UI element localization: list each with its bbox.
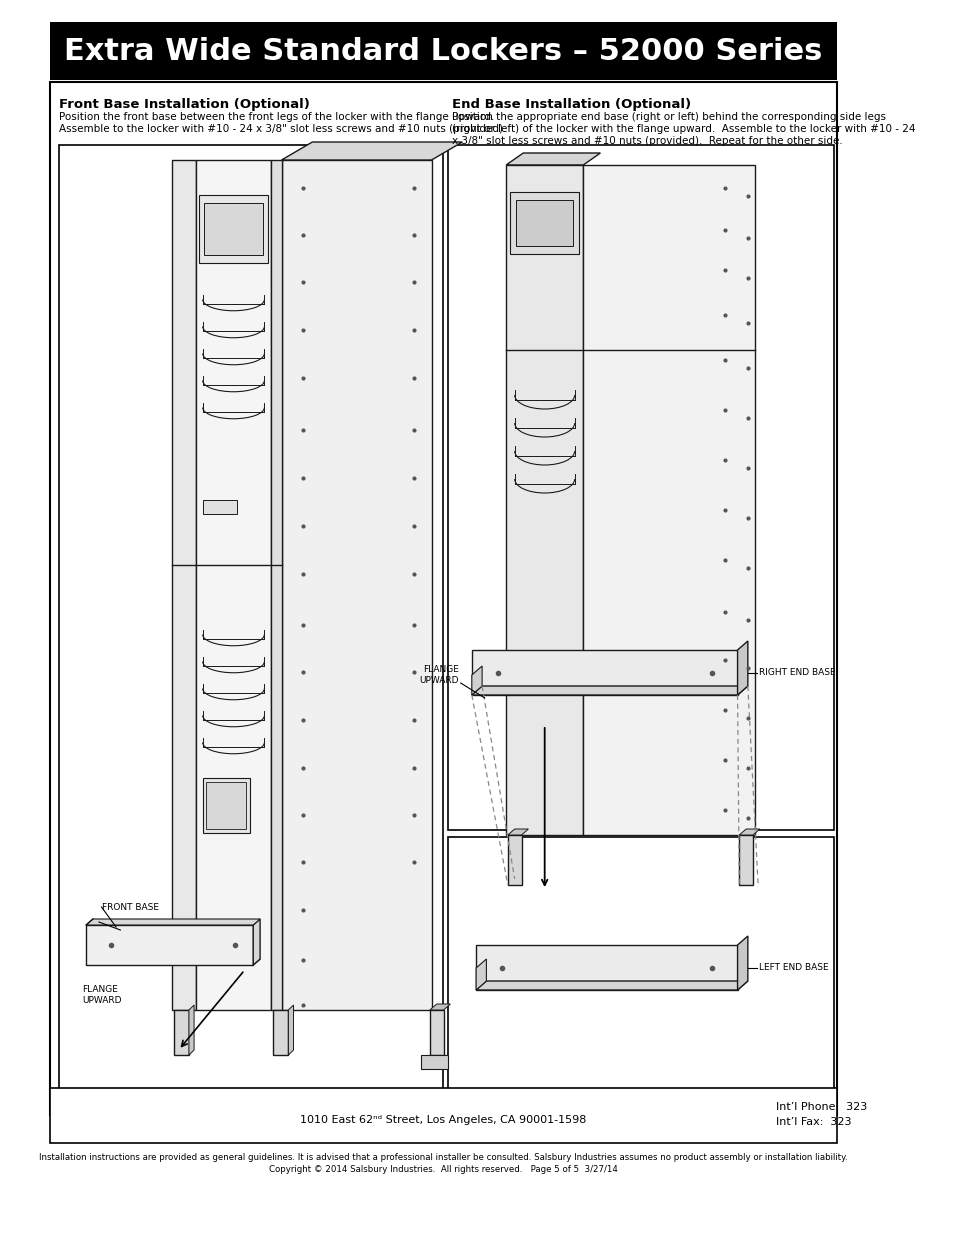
Polygon shape [472, 666, 481, 695]
Bar [172, 161, 195, 1010]
Bar [202, 500, 236, 514]
Bar [173, 1010, 189, 1055]
Text: 1010 East 62ⁿᵈ Street, Los Angeles, CA 90001-1598: 1010 East 62ⁿᵈ Street, Los Angeles, CA 9… [300, 1115, 586, 1125]
Polygon shape [288, 1005, 294, 1055]
Bar [510, 191, 578, 254]
Bar [739, 835, 752, 885]
Text: Assemble to the locker with #10 - 24 x 3/8" slot less screws and #10 nuts (provi: Assemble to the locker with #10 - 24 x 3… [58, 124, 505, 135]
Bar [50, 82, 836, 1115]
Bar [582, 165, 754, 835]
Bar [202, 778, 250, 832]
Polygon shape [737, 641, 747, 695]
Text: Extra Wide Standard Lockers – 52000 Series: Extra Wide Standard Lockers – 52000 Seri… [64, 37, 821, 65]
Text: Front Base Installation (Optional): Front Base Installation (Optional) [58, 98, 309, 111]
Polygon shape [739, 829, 759, 835]
Bar [516, 200, 573, 246]
Bar [430, 1010, 443, 1055]
Polygon shape [737, 936, 747, 990]
Polygon shape [86, 925, 253, 965]
Text: End Base Installation (Optional): End Base Installation (Optional) [452, 98, 691, 111]
Polygon shape [281, 161, 431, 1010]
Polygon shape [476, 981, 747, 990]
Text: Copyright © 2014 Salsbury Industries.  All rights reserved.   Page 5 of 5  3/27/: Copyright © 2014 Salsbury Industries. Al… [269, 1166, 618, 1174]
Polygon shape [476, 945, 737, 990]
Text: FLANGE
UPWARD: FLANGE UPWARD [419, 664, 458, 685]
Bar [506, 165, 582, 835]
Text: Position the appropriate end base (right or left) behind the corresponding side : Position the appropriate end base (right… [452, 112, 885, 122]
Bar [199, 195, 268, 263]
Bar [507, 835, 521, 885]
Text: RIGHT END BASE: RIGHT END BASE [759, 668, 835, 677]
Polygon shape [506, 153, 599, 165]
Text: Int’l Phone:  323: Int’l Phone: 323 [776, 1102, 866, 1112]
Polygon shape [476, 960, 486, 990]
Bar [58, 144, 442, 1105]
Polygon shape [253, 919, 260, 965]
Text: Int’l Fax:  323: Int’l Fax: 323 [776, 1116, 851, 1128]
Text: Position the front base between the front legs of the locker with the flange upw: Position the front base between the fron… [58, 112, 494, 122]
Bar [50, 22, 836, 80]
Bar [206, 782, 246, 829]
Bar [50, 1088, 836, 1144]
Text: Installation instructions are provided as general guidelines. It is advised that: Installation instructions are provided a… [39, 1153, 847, 1162]
Text: LEFT END BASE: LEFT END BASE [759, 963, 828, 972]
Bar [271, 161, 281, 1010]
Polygon shape [430, 1004, 450, 1010]
Bar [447, 837, 833, 1105]
Polygon shape [421, 1055, 447, 1070]
Text: x 3/8" slot less screws and #10 nuts (provided).  Repeat for the other side.: x 3/8" slot less screws and #10 nuts (pr… [452, 136, 841, 146]
Polygon shape [189, 1005, 193, 1055]
Polygon shape [86, 960, 260, 965]
Bar [273, 1010, 288, 1055]
Text: (right or left) of the locker with the flange upward.  Assemble to the locker wi: (right or left) of the locker with the f… [452, 124, 915, 135]
Text: FLANGE
UPWARD: FLANGE UPWARD [82, 986, 121, 1005]
Polygon shape [472, 685, 747, 695]
Polygon shape [507, 829, 528, 835]
Bar [195, 161, 271, 1010]
Polygon shape [86, 919, 260, 925]
Bar [447, 144, 833, 830]
Bar [204, 203, 262, 254]
Polygon shape [472, 650, 737, 695]
Text: FRONT BASE: FRONT BASE [101, 903, 158, 911]
Polygon shape [281, 142, 462, 161]
